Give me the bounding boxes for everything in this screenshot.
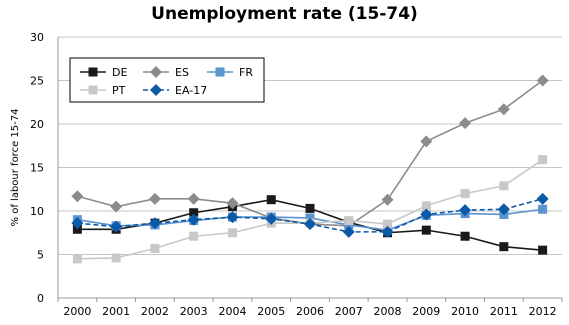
data-point-es bbox=[497, 103, 510, 116]
data-point-pt bbox=[383, 219, 393, 229]
data-point-ea-17 bbox=[459, 204, 472, 217]
data-point-ea-17 bbox=[226, 211, 239, 224]
legend-label-pt: PT bbox=[112, 84, 126, 97]
x-tick-label: 2003 bbox=[180, 305, 208, 318]
data-point-ea-17 bbox=[148, 217, 161, 230]
data-point-pt bbox=[460, 189, 470, 199]
data-point-de bbox=[460, 231, 470, 241]
legend-box bbox=[69, 57, 265, 103]
x-tick-label: 2008 bbox=[374, 305, 402, 318]
data-point-ea-17 bbox=[304, 218, 316, 231]
data-point-es bbox=[187, 192, 200, 205]
legend-label-de: DE bbox=[112, 66, 127, 79]
data-point-pt bbox=[344, 216, 354, 226]
data-point-es bbox=[71, 190, 84, 203]
y-tick-label: 25 bbox=[30, 75, 44, 88]
data-point-de bbox=[72, 224, 82, 234]
y-axis-label: % of labour force 15-74 bbox=[10, 109, 21, 227]
data-point-ea-17 bbox=[420, 208, 433, 221]
y-tick-label: 0 bbox=[37, 292, 44, 305]
data-point-de bbox=[266, 195, 276, 205]
data-point-fr bbox=[305, 213, 315, 223]
data-point-es bbox=[110, 200, 123, 213]
data-point-pt bbox=[150, 243, 160, 253]
data-point-es bbox=[536, 74, 549, 87]
data-point-pt bbox=[538, 155, 548, 165]
data-point-ea-17 bbox=[110, 220, 123, 233]
data-point-es bbox=[381, 193, 394, 206]
data-point-ea-17 bbox=[342, 225, 355, 238]
legend-swatch-marker-es bbox=[150, 66, 162, 78]
x-tick-label: 2000 bbox=[63, 305, 91, 318]
data-point-de bbox=[538, 245, 548, 255]
x-tick-label: 2006 bbox=[296, 305, 324, 318]
data-point-de bbox=[189, 208, 199, 218]
chart-title: Unemployment rate (15-74) bbox=[151, 4, 418, 24]
legend-label-ea-17: EA-17 bbox=[175, 84, 207, 97]
y-tick-label: 15 bbox=[30, 162, 44, 175]
data-point-es bbox=[420, 135, 433, 148]
y-tick-label: 5 bbox=[37, 249, 44, 262]
legend-swatch-marker-de bbox=[88, 67, 98, 77]
y-tick-label: 10 bbox=[30, 205, 44, 218]
x-tick-label: 2004 bbox=[218, 305, 246, 318]
y-tick-label: 20 bbox=[30, 118, 44, 131]
y-tick-label: 30 bbox=[30, 31, 44, 44]
data-point-pt bbox=[111, 253, 121, 263]
x-tick-label: 2011 bbox=[490, 305, 518, 318]
legend-label-es: ES bbox=[175, 66, 189, 79]
legend-label-fr: FR bbox=[239, 66, 253, 79]
x-tick-label: 2012 bbox=[529, 305, 557, 318]
x-tick-label: 2002 bbox=[141, 305, 169, 318]
data-point-ea-17 bbox=[536, 192, 549, 205]
data-point-ea-17 bbox=[71, 217, 84, 230]
data-point-de bbox=[421, 225, 431, 235]
data-point-de bbox=[499, 242, 509, 252]
x-tick-label: 2010 bbox=[451, 305, 479, 318]
data-point-pt bbox=[72, 254, 82, 264]
x-tick-label: 2005 bbox=[257, 305, 285, 318]
data-point-es bbox=[148, 192, 161, 205]
data-point-ea-17 bbox=[381, 225, 394, 238]
legend-swatch-marker-ea-17 bbox=[150, 84, 162, 96]
data-point-pt bbox=[189, 231, 199, 241]
data-point-de bbox=[305, 203, 315, 213]
data-point-es bbox=[459, 117, 472, 130]
legend-swatch-marker-pt bbox=[88, 85, 98, 95]
x-tick-label: 2007 bbox=[335, 305, 363, 318]
data-point-pt bbox=[421, 201, 431, 211]
data-point-fr bbox=[538, 204, 548, 214]
legend-swatch-marker-fr bbox=[215, 67, 225, 77]
data-point-pt bbox=[227, 228, 237, 238]
x-tick-label: 2009 bbox=[412, 305, 440, 318]
data-point-ea-17 bbox=[187, 213, 200, 226]
x-tick-label: 2001 bbox=[102, 305, 130, 318]
data-point-ea-17 bbox=[265, 212, 278, 225]
data-point-es bbox=[226, 197, 239, 210]
data-point-ea-17 bbox=[497, 203, 510, 216]
data-point-pt bbox=[499, 181, 509, 191]
